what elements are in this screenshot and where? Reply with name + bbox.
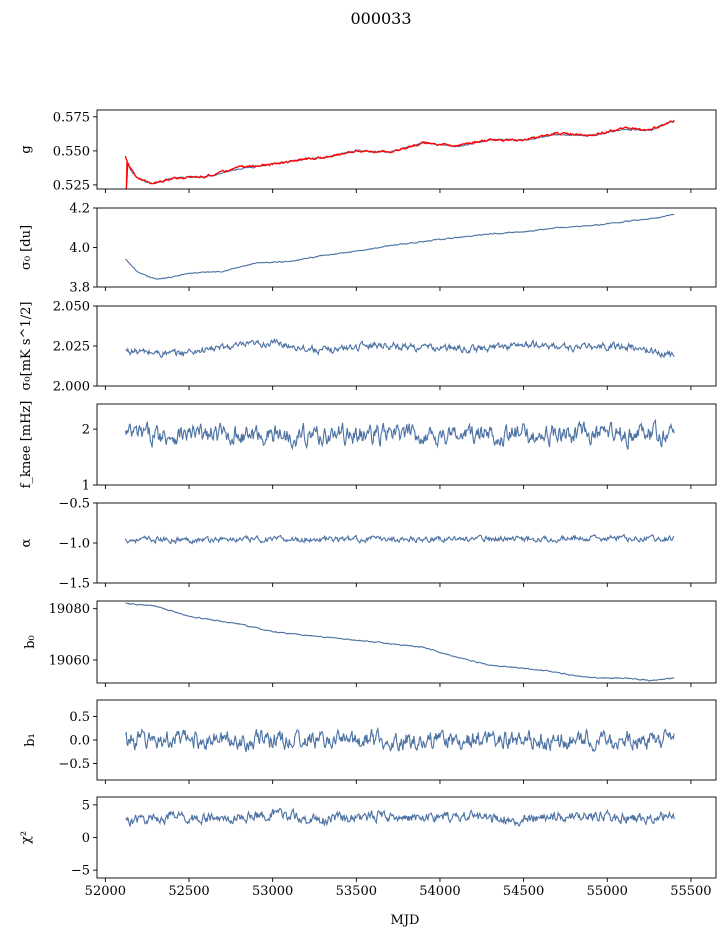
y-tick-label-alpha: −0.5 xyxy=(58,497,90,512)
y-tick-label-b0: 19080 xyxy=(49,602,90,617)
series-line-g-1 xyxy=(124,120,675,189)
y-tick-label-b1: −0.5 xyxy=(58,757,90,772)
y-tick-label-g: 0.550 xyxy=(53,144,90,159)
axes-frame-b0 xyxy=(96,600,717,684)
y-tick-label-alpha: −1.5 xyxy=(58,577,90,592)
y-axis-label-b1: b₁ xyxy=(23,733,38,747)
y-tick-label-chi2: 0 xyxy=(82,831,90,846)
y-tick-label-chi2: 5 xyxy=(82,798,90,813)
x-tick-label: 54000 xyxy=(419,884,460,899)
y-tick-label-sigma0-mks: 2.025 xyxy=(53,340,90,355)
x-tick-label: 53000 xyxy=(252,884,293,899)
y-tick-label-g: 0.575 xyxy=(53,110,90,125)
x-tick-label: 55000 xyxy=(587,884,628,899)
panel-alpha: −1.5 −1.0 −0.5 α xyxy=(19,497,717,592)
y-axis-label-g: g xyxy=(19,145,34,153)
panel-chi2: −5 0 5 52000 52500 53000 53500 54000 54500 55000 5… xyxy=(19,796,717,899)
y-tick-label-sigma0-du: 4.2 xyxy=(69,202,90,217)
y-axis-label-chi2: χ² xyxy=(19,831,34,844)
series-line-sigma0-du-0 xyxy=(125,213,675,280)
y-tick-label-b0: 19060 xyxy=(49,653,90,668)
axes-frame-chi2 xyxy=(96,796,717,879)
panel-fknee: 1 2 f_knee [mHz] xyxy=(19,401,717,494)
y-tick-label-fknee: 2 xyxy=(82,423,90,438)
y-tick-label-fknee: 1 xyxy=(82,479,90,494)
x-axis-label: MJD xyxy=(391,913,420,928)
y-tick-label-g: 0.525 xyxy=(53,178,90,193)
axes-frame-fknee xyxy=(96,403,717,486)
series-line-sigma0-mks-0 xyxy=(125,337,675,359)
y-tick-label-sigma0-mks: 2.050 xyxy=(53,300,90,315)
y-axis-label-fknee: f_knee [mHz] xyxy=(19,401,34,489)
y-tick-label-alpha: −1.0 xyxy=(58,537,90,552)
axes-frame-sigma0-du xyxy=(96,207,717,288)
x-tick-label: 55500 xyxy=(670,884,711,899)
axes-frame-sigma0-mks xyxy=(96,305,717,387)
y-tick-label-sigma0-du: 3.8 xyxy=(69,281,90,296)
y-tick-label-sigma0-mks: 2.000 xyxy=(53,380,90,395)
panel-sigma0-mks: 2.000 2.025 2.050 σ₀[mK s^1/2] xyxy=(19,300,717,395)
y-tick-label-chi2: −5 xyxy=(71,864,90,879)
panel-b1: −0.5 0.0 0.5 b₁ xyxy=(23,699,717,784)
y-axis-label-b0: b₀ xyxy=(23,635,38,649)
figure-title: 000033 xyxy=(350,9,411,28)
x-tick-label: 52500 xyxy=(168,884,209,899)
series-line-b1-0 xyxy=(124,726,675,753)
x-tick-label: 52000 xyxy=(85,884,126,899)
y-axis-label-sigma0-du: σ₀ [du] xyxy=(19,225,34,270)
y-axis-label-sigma0-mks: σ₀[mK s^1/2] xyxy=(19,302,34,391)
y-tick-label-b1: 0.5 xyxy=(69,710,90,725)
axes-frame-g xyxy=(96,109,717,190)
series-line-alpha-0 xyxy=(124,533,675,545)
x-tick-label: 53500 xyxy=(336,884,377,899)
series-line-g-0 xyxy=(124,119,675,185)
panel-sigma0-du: 3.8 4.0 4.2 σ₀ [du] xyxy=(19,202,717,296)
y-tick-label-b1: 0.0 xyxy=(69,734,90,749)
series-line-fknee-0 xyxy=(124,418,675,451)
series-line-chi2-0 xyxy=(125,807,675,828)
y-axis-label-alpha: α xyxy=(19,538,34,547)
x-tick-label: 54500 xyxy=(503,884,544,899)
panel-g: 0.525 0.550 0.575 g xyxy=(19,109,717,193)
y-tick-label-sigma0-du: 4.0 xyxy=(69,241,90,256)
panel-b0: 19060 19080 b₀ xyxy=(23,600,717,687)
series-line-b0-0 xyxy=(125,602,675,682)
